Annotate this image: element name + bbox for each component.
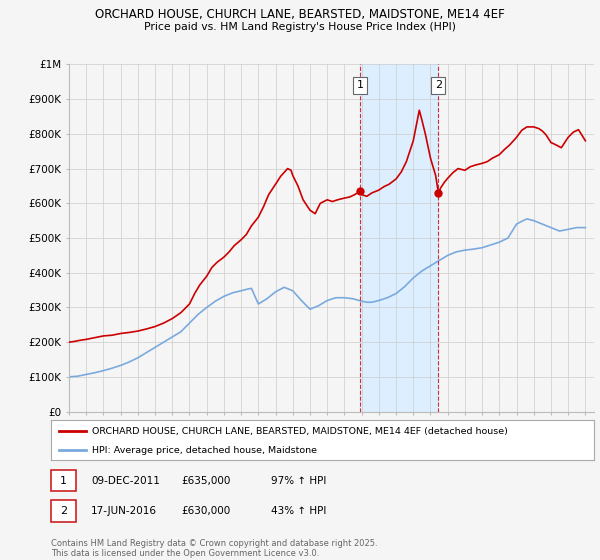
Text: Price paid vs. HM Land Registry's House Price Index (HPI): Price paid vs. HM Land Registry's House … — [144, 22, 456, 32]
Text: ORCHARD HOUSE, CHURCH LANE, BEARSTED, MAIDSTONE, ME14 4EF: ORCHARD HOUSE, CHURCH LANE, BEARSTED, MA… — [95, 8, 505, 21]
Text: 1: 1 — [357, 80, 364, 90]
Text: Contains HM Land Registry data © Crown copyright and database right 2025.
This d: Contains HM Land Registry data © Crown c… — [51, 539, 377, 558]
Text: £635,000: £635,000 — [181, 475, 230, 486]
Text: 09-DEC-2011: 09-DEC-2011 — [91, 475, 160, 486]
Text: 2: 2 — [435, 80, 442, 90]
Text: HPI: Average price, detached house, Maidstone: HPI: Average price, detached house, Maid… — [92, 446, 317, 455]
Text: 17-JUN-2016: 17-JUN-2016 — [91, 506, 157, 516]
Text: 1: 1 — [60, 475, 67, 486]
Text: £630,000: £630,000 — [181, 506, 230, 516]
Text: 43% ↑ HPI: 43% ↑ HPI — [271, 506, 326, 516]
Bar — [360, 64, 439, 412]
Text: 2: 2 — [60, 506, 67, 516]
Text: 97% ↑ HPI: 97% ↑ HPI — [271, 475, 326, 486]
Text: ORCHARD HOUSE, CHURCH LANE, BEARSTED, MAIDSTONE, ME14 4EF (detached house): ORCHARD HOUSE, CHURCH LANE, BEARSTED, MA… — [92, 427, 508, 436]
